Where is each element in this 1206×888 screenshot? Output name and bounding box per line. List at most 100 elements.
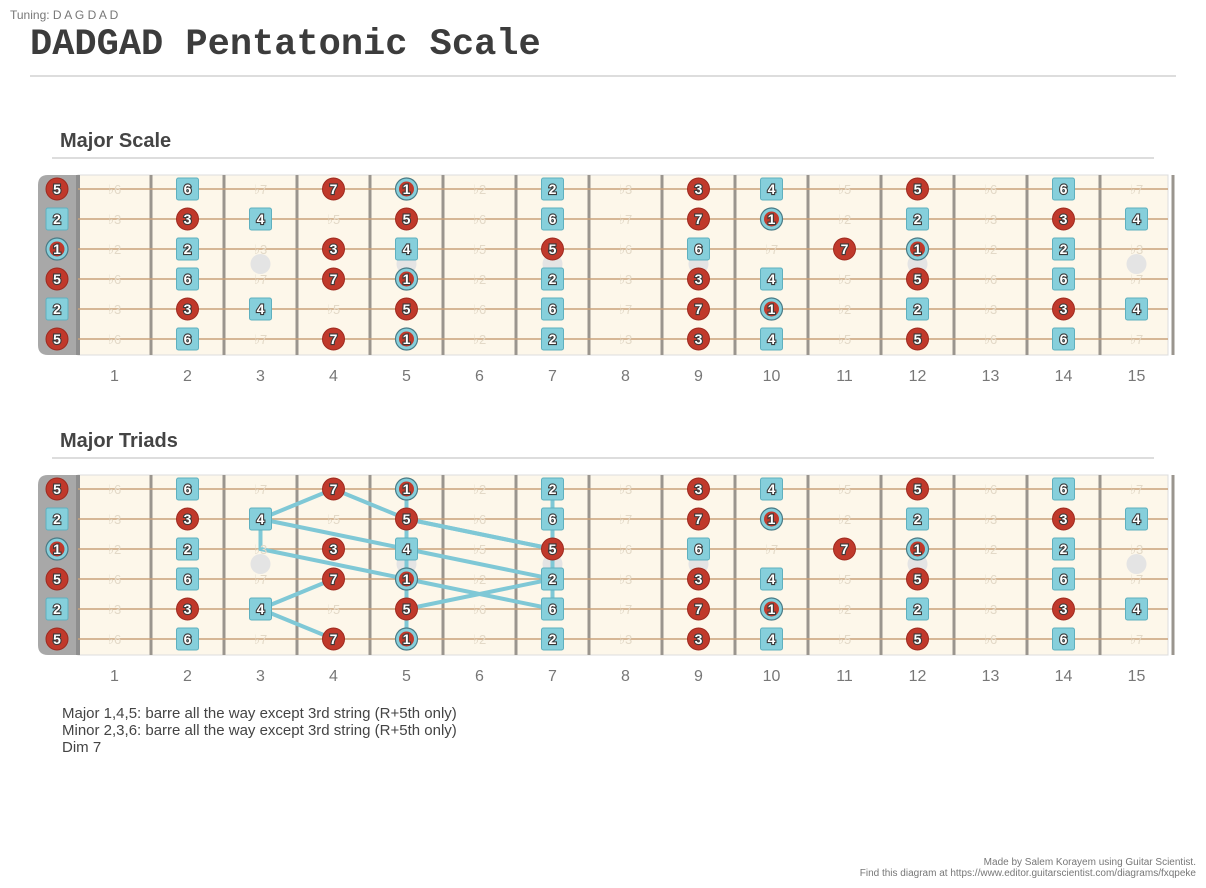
note-marker: 4 (395, 237, 418, 261)
note-marker: 6 (1052, 177, 1075, 201)
note-marker: 1 (905, 537, 930, 561)
note-label: ♭3 (619, 182, 632, 197)
section-divider (52, 457, 1154, 459)
note-marker: 5 (906, 567, 929, 591)
note-square-blue (906, 297, 929, 321)
note-label: ♭7 (1130, 572, 1143, 587)
note-label: ♭2 (473, 332, 486, 347)
note-square-blue (176, 237, 199, 261)
note-marker: 3 (687, 267, 710, 291)
ghost-note: ♭3 (108, 302, 121, 317)
note-label: ♭7 (1130, 182, 1143, 197)
note-label: ♭3 (254, 242, 267, 257)
root-dot (910, 241, 925, 257)
note-label: 1 (403, 181, 411, 197)
root-dot (764, 511, 779, 527)
root-circle-red (322, 627, 345, 651)
note-label: ♭7 (765, 242, 778, 257)
note-label: ♭5 (838, 272, 851, 287)
note-marker: 5 (395, 207, 418, 231)
note-label: ♭3 (1130, 242, 1143, 257)
fret-number: 13 (982, 668, 1000, 685)
note-square-blue (249, 297, 272, 321)
note-marker: 5 (395, 507, 418, 531)
note-label: ♭7 (254, 572, 267, 587)
root-dot (764, 211, 779, 227)
credit-url: Find this diagram at https://www.editor.… (859, 868, 1196, 879)
note-square-blue (541, 567, 564, 591)
note-marker: 3 (687, 177, 710, 201)
note-square-blue (541, 627, 564, 651)
note-label: 4 (768, 571, 776, 587)
note-label: ♭2 (473, 632, 486, 647)
note-marker: 7 (322, 477, 345, 501)
note-square-blue (176, 327, 199, 351)
root-dot (399, 331, 414, 347)
root-circle-red (687, 177, 710, 201)
note-marker: 7 (322, 567, 345, 591)
note-marker: 1 (759, 207, 784, 231)
note-square-blue (906, 507, 929, 531)
ghost-note: ♭7 (1130, 632, 1143, 647)
note-marker: 2 (1052, 237, 1075, 261)
root-circle-red (322, 567, 345, 591)
note-marker: 3 (1052, 297, 1075, 321)
note-label: 7 (330, 571, 338, 587)
fret-number: 12 (909, 368, 927, 385)
note-square-blue (1052, 327, 1075, 351)
ghost-note: ♭5 (327, 212, 340, 227)
ghost-note: ♭2 (473, 632, 486, 647)
section-title-major-scale: Major Scale (60, 130, 172, 152)
note-marker: 2 (906, 507, 929, 531)
note-square-blue (1052, 477, 1075, 501)
root-circle-red (45, 567, 69, 591)
ghost-note: ♭2 (984, 242, 997, 257)
note-square-blue (1052, 177, 1075, 201)
note-marker: 5 (45, 327, 69, 351)
note-label: 1 (768, 511, 776, 527)
note-label: 3 (184, 211, 192, 227)
note-square-blue (176, 567, 199, 591)
note-marker: 4 (395, 537, 418, 561)
note-marker: 6 (541, 597, 564, 621)
ghost-note: ♭5 (838, 332, 851, 347)
ghost-note: ♭7 (254, 572, 267, 587)
note-square-blue (45, 297, 69, 321)
note-label: 7 (841, 541, 849, 557)
ghost-note: ♭7 (1130, 482, 1143, 497)
ghost-note: ♭7 (619, 602, 632, 617)
note-label: 4 (403, 541, 411, 557)
note-square-blue (1125, 507, 1148, 531)
ghost-note: ♭2 (838, 212, 851, 227)
root-circle-red (322, 267, 345, 291)
root-circle-red (541, 237, 564, 261)
note-marker: 1 (394, 267, 419, 291)
note-label: ♭5 (838, 182, 851, 197)
root-circle-red (45, 627, 69, 651)
ghost-note: ♭3 (619, 482, 632, 497)
fretboard-background (77, 474, 1169, 656)
note-label: 7 (330, 331, 338, 347)
note-marker: 2 (45, 507, 69, 531)
note-marker: 3 (176, 207, 199, 231)
note-label: ♭5 (327, 602, 340, 617)
ghost-note: ♭3 (619, 332, 632, 347)
note-marker: 5 (45, 267, 69, 291)
note-marker: 5 (906, 177, 929, 201)
ghost-note: ♭6 (473, 212, 486, 227)
note-label: 2 (549, 331, 557, 347)
note-label: 3 (1060, 301, 1068, 317)
note-label: 2 (1060, 241, 1068, 257)
note-label: ♭2 (838, 602, 851, 617)
note-marker: 2 (45, 597, 69, 621)
note-square-blue (45, 597, 69, 621)
note-marker: 5 (45, 177, 69, 201)
note-label: ♭3 (619, 572, 632, 587)
fret-number: 9 (694, 368, 703, 385)
ghost-note: ♭7 (1130, 182, 1143, 197)
note-label: ♭6 (108, 632, 121, 647)
note-label: ♭2 (838, 212, 851, 227)
ghost-note: ♭6 (108, 482, 121, 497)
note-label: 6 (695, 241, 703, 257)
fret-number: 14 (1055, 368, 1073, 385)
